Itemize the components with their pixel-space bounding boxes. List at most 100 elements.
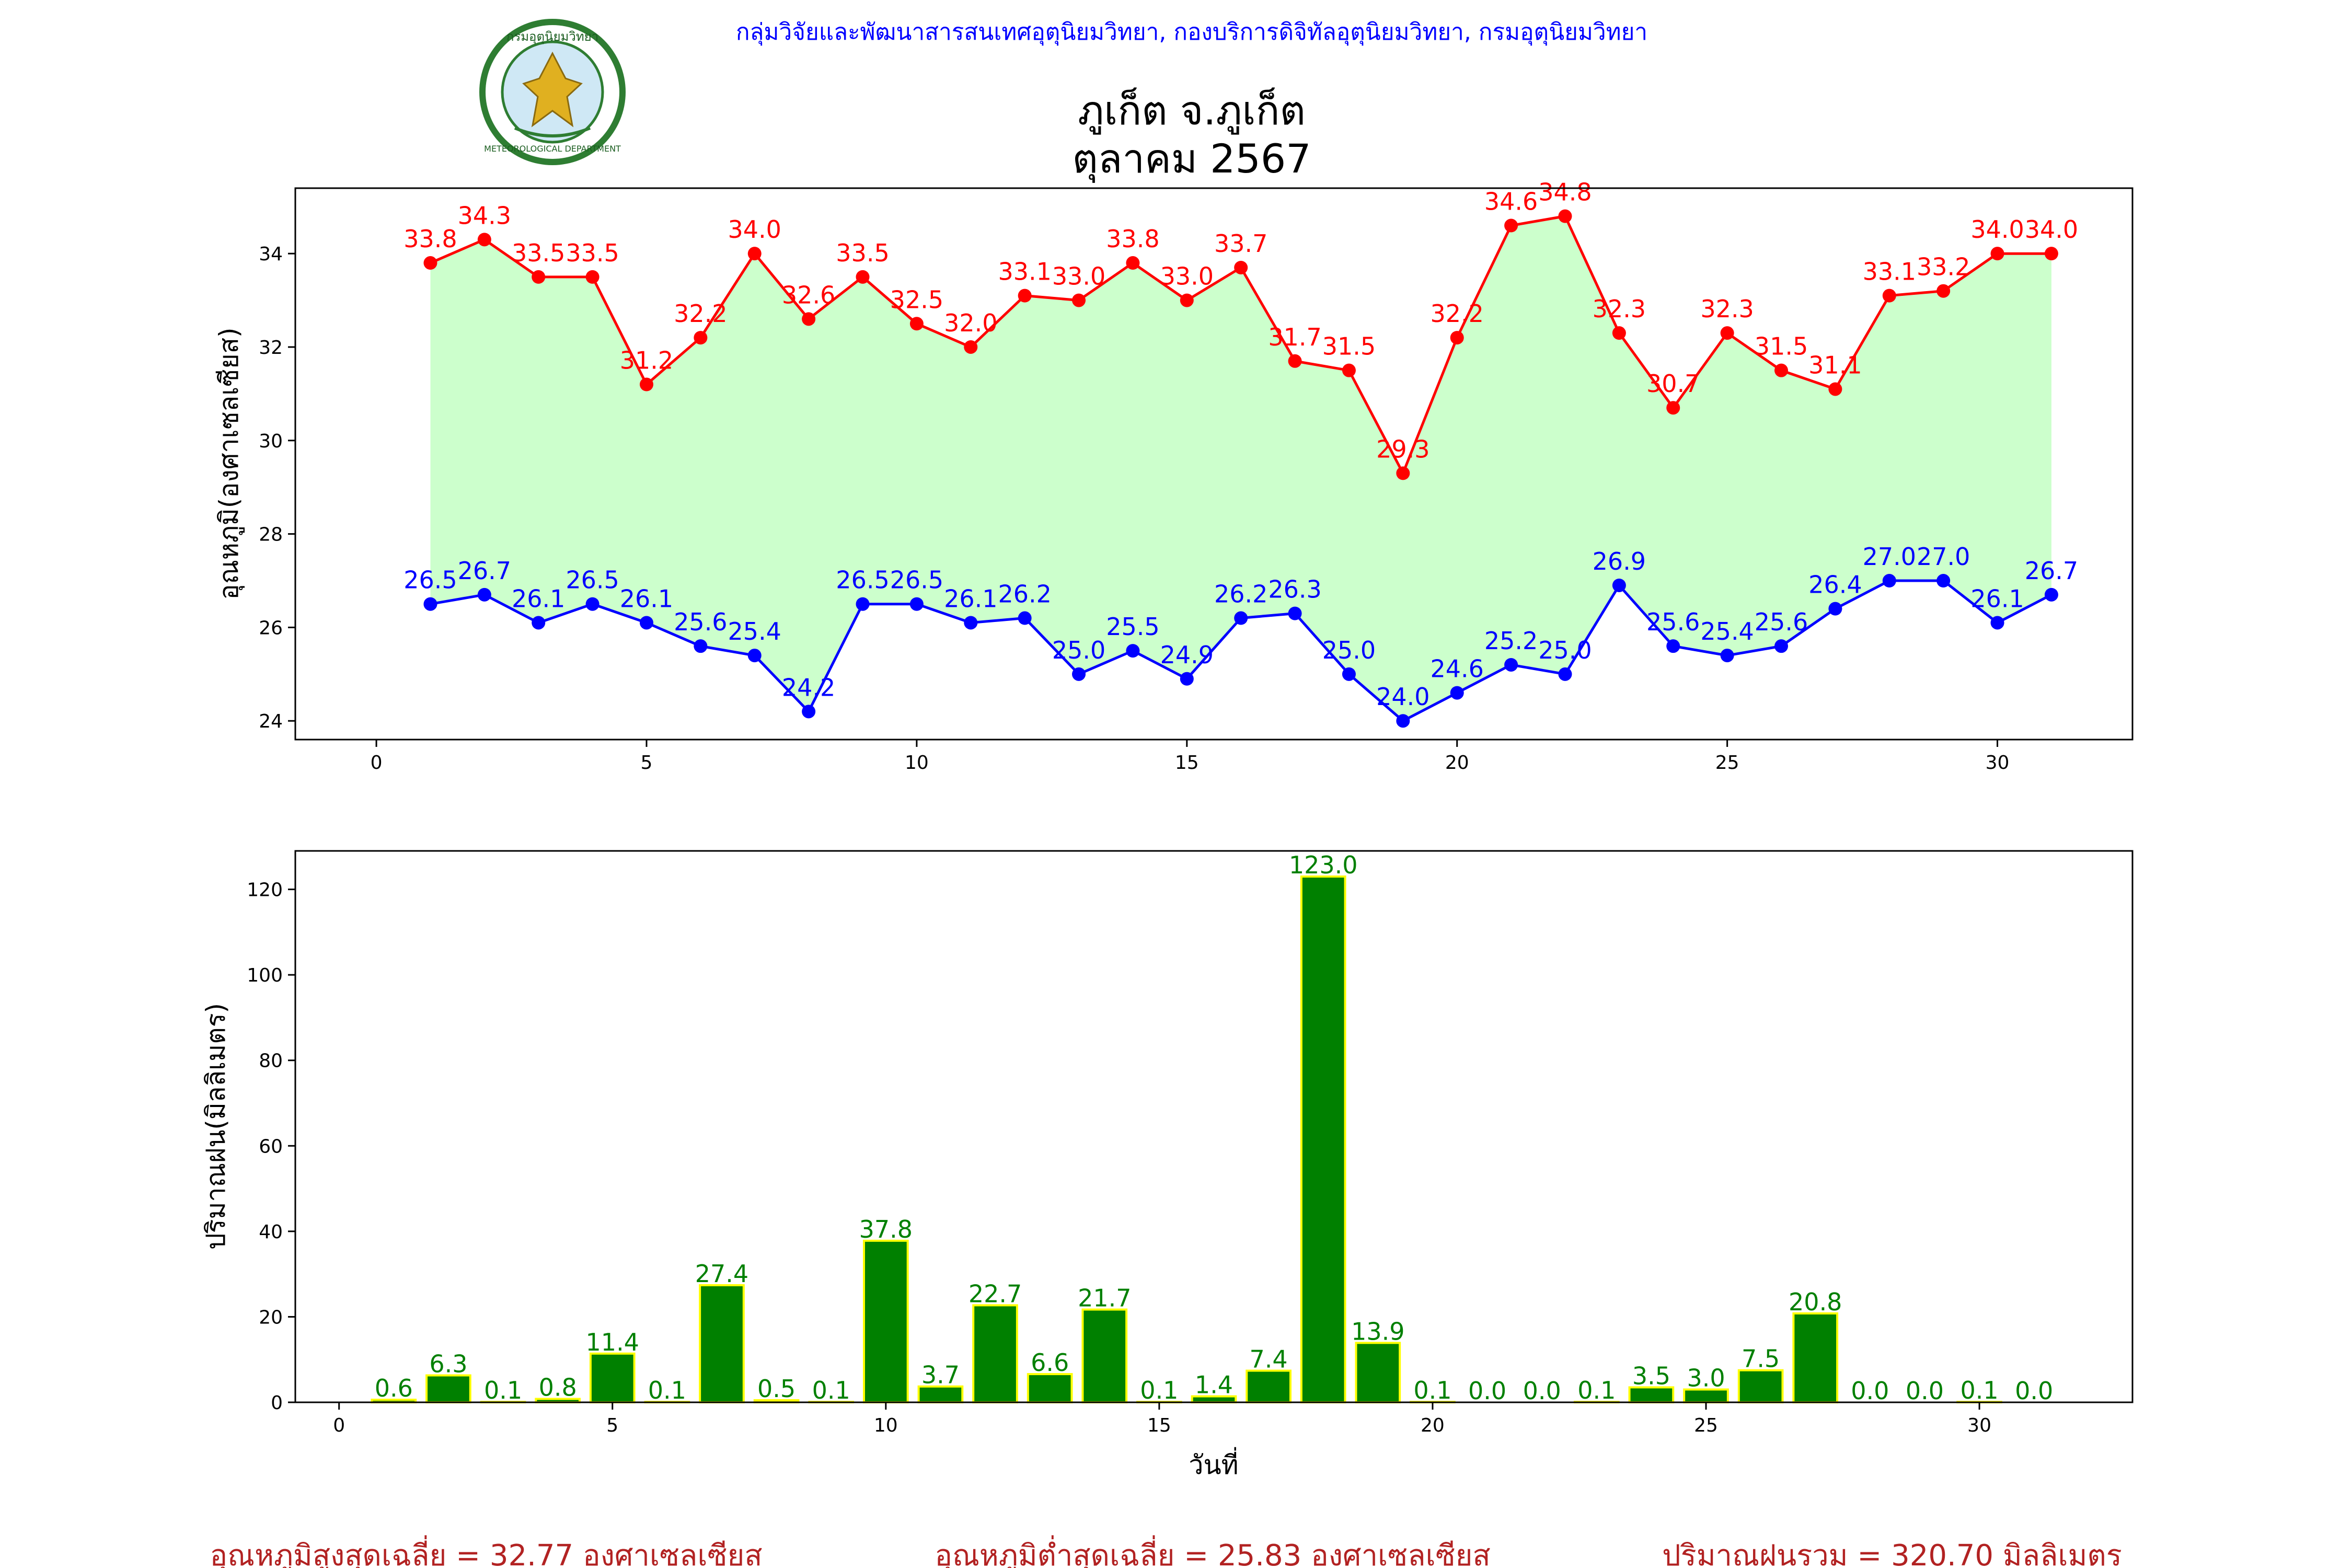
min-temperature-label: 25.0 xyxy=(1052,636,1105,664)
temperature-xtick: 5 xyxy=(641,740,652,774)
min-temperature-label: 27.0 xyxy=(1863,543,1916,571)
rainfall-xtick-label: 25 xyxy=(1694,1415,1718,1436)
min-temperature-label: 26.5 xyxy=(890,566,943,594)
max-temperature-point xyxy=(1234,260,1248,274)
min-temperature-label: 26.1 xyxy=(944,584,997,613)
rainfall-ytick: 40 xyxy=(259,1221,295,1243)
min-temperature-point xyxy=(585,597,599,611)
min-temperature-point xyxy=(1828,602,1842,616)
rainfall-label: 21.7 xyxy=(1078,1284,1131,1312)
temperature-xtick-label: 15 xyxy=(1175,752,1199,774)
temperature-range-fill xyxy=(430,216,2051,721)
min-temperature-label: 25.4 xyxy=(728,617,781,645)
rainfall-ytick: 0 xyxy=(271,1392,295,1414)
min-temperature-point xyxy=(477,587,491,602)
rainfall-label: 0.1 xyxy=(1961,1376,1999,1404)
rainfall-label: 0.8 xyxy=(539,1373,577,1401)
rainfall-label: 22.7 xyxy=(969,1279,1022,1308)
max-temperature-label: 30.7 xyxy=(1646,370,1700,398)
rainfall-ytick-label: 40 xyxy=(259,1221,283,1243)
max-temperature-point xyxy=(856,270,870,284)
max-temperature-label: 29.3 xyxy=(1376,435,1429,463)
temperature-xtick: 10 xyxy=(905,740,929,774)
temperature-xtick: 25 xyxy=(1715,740,1739,774)
min-temperature-label: 26.1 xyxy=(620,584,673,613)
rainfall-ytick: 20 xyxy=(259,1307,295,1328)
min-temperature-point xyxy=(1774,639,1789,653)
rainfall-label: 20.8 xyxy=(1789,1288,1842,1316)
min-temperature-point xyxy=(1450,686,1464,700)
temperature-xtick-label: 20 xyxy=(1445,752,1469,774)
rainfall-label: 0.0 xyxy=(1468,1377,1506,1405)
min-temperature-label: 24.0 xyxy=(1376,683,1429,711)
min-temperature-label: 25.0 xyxy=(1322,636,1376,664)
min-temperature-point xyxy=(1180,672,1194,686)
max-temperature-label: 32.3 xyxy=(1700,295,1754,323)
rainfall-bar xyxy=(1355,1342,1401,1404)
avg-min-text: อุณหภูมิต่ำสุดเฉลี่ย = 25.83 องศาเซลเซีย… xyxy=(935,1535,1490,1568)
max-temperature-point xyxy=(1072,293,1086,307)
temperature-xtick: 15 xyxy=(1175,740,1199,774)
min-temperature-point xyxy=(694,639,708,653)
rainfall-bar xyxy=(1792,1312,1839,1403)
max-temperature-label: 33.5 xyxy=(566,239,619,267)
max-temperature-point xyxy=(1342,363,1356,377)
temperature-ylabel: อุณหภูมิ(องศาเซลเซียส) xyxy=(214,327,245,599)
rainfall-bar xyxy=(1081,1308,1128,1403)
min-temperature-label: 25.4 xyxy=(1700,617,1754,645)
rainfall-label: 3.0 xyxy=(1687,1364,1725,1392)
min-temperature-label: 26.7 xyxy=(2025,557,2078,585)
max-temperature-label: 34.3 xyxy=(458,201,511,229)
min-temperature-point xyxy=(1612,578,1626,592)
temperature-ytick-label: 34 xyxy=(259,244,283,265)
rainfall-label: 0.1 xyxy=(1577,1376,1616,1404)
min-temperature-label: 24.6 xyxy=(1431,655,1484,683)
temperature-xtick: 30 xyxy=(1986,740,2009,774)
max-temperature-label: 34.6 xyxy=(1484,188,1538,216)
rainfall-ytick-label: 80 xyxy=(259,1051,283,1072)
temperature-xtick-label: 25 xyxy=(1715,752,1739,774)
max-temperature-label: 33.7 xyxy=(1214,229,1267,258)
min-temperature-label: 26.5 xyxy=(836,566,889,594)
rainfall-label: 0.1 xyxy=(484,1376,522,1404)
max-temperature-label: 33.1 xyxy=(998,258,1051,286)
max-temperature-point xyxy=(1612,326,1626,340)
min-temperature-label: 26.2 xyxy=(998,580,1051,608)
rainfall-xtick: 25 xyxy=(1694,1402,1718,1436)
min-temperature-label: 25.6 xyxy=(1755,608,1808,636)
rainfall-ytick: 80 xyxy=(259,1051,295,1072)
rainfall-label: 6.6 xyxy=(1031,1348,1069,1377)
max-temperature-label: 34.0 xyxy=(728,215,781,244)
rainfall-xtick: 20 xyxy=(1421,1402,1445,1436)
min-temperature-label: 26.5 xyxy=(403,566,457,594)
max-temperature-point xyxy=(747,247,762,261)
rainfall-bar xyxy=(589,1352,636,1403)
rainfall-xtick: 10 xyxy=(874,1402,898,1436)
max-temperature-point xyxy=(1990,247,2004,261)
rainfall-axes-frame xyxy=(294,850,2134,1403)
rainfall-xtick: 0 xyxy=(333,1402,345,1436)
temperature-ytick-label: 32 xyxy=(259,337,283,359)
temperature-ytick: 30 xyxy=(259,431,295,452)
max-temperature-label: 34.0 xyxy=(1970,215,2024,244)
min-temperature-point xyxy=(2044,587,2058,602)
min-temperature-label: 26.3 xyxy=(1268,575,1321,604)
rainfall-label: 1.4 xyxy=(1195,1371,1233,1399)
rainfall-ylabel: ปริมาณฝน(มิลลิเมตร) xyxy=(201,1003,231,1250)
rainfall-label: 0.1 xyxy=(812,1376,850,1404)
rainfall-ytick-label: 0 xyxy=(271,1392,283,1414)
rainfall-bar xyxy=(425,1374,471,1404)
rainfall-label: 0.6 xyxy=(375,1374,413,1402)
rainfall-xtick: 15 xyxy=(1147,1402,1171,1436)
temperature-ytick-label: 28 xyxy=(259,524,283,546)
temperature-ytick: 34 xyxy=(259,244,295,265)
rainfall-bar xyxy=(972,1304,1018,1404)
max-temperature-point xyxy=(909,317,924,331)
max-temperature-point xyxy=(1666,401,1680,415)
rainfall-xtick: 5 xyxy=(606,1402,618,1436)
min-temperature-point xyxy=(1126,644,1140,658)
max-temperature-point xyxy=(1396,466,1410,480)
max-temperature-point xyxy=(423,256,437,270)
max-temperature-point xyxy=(1882,289,1896,303)
min-temperature-point xyxy=(1396,714,1410,728)
